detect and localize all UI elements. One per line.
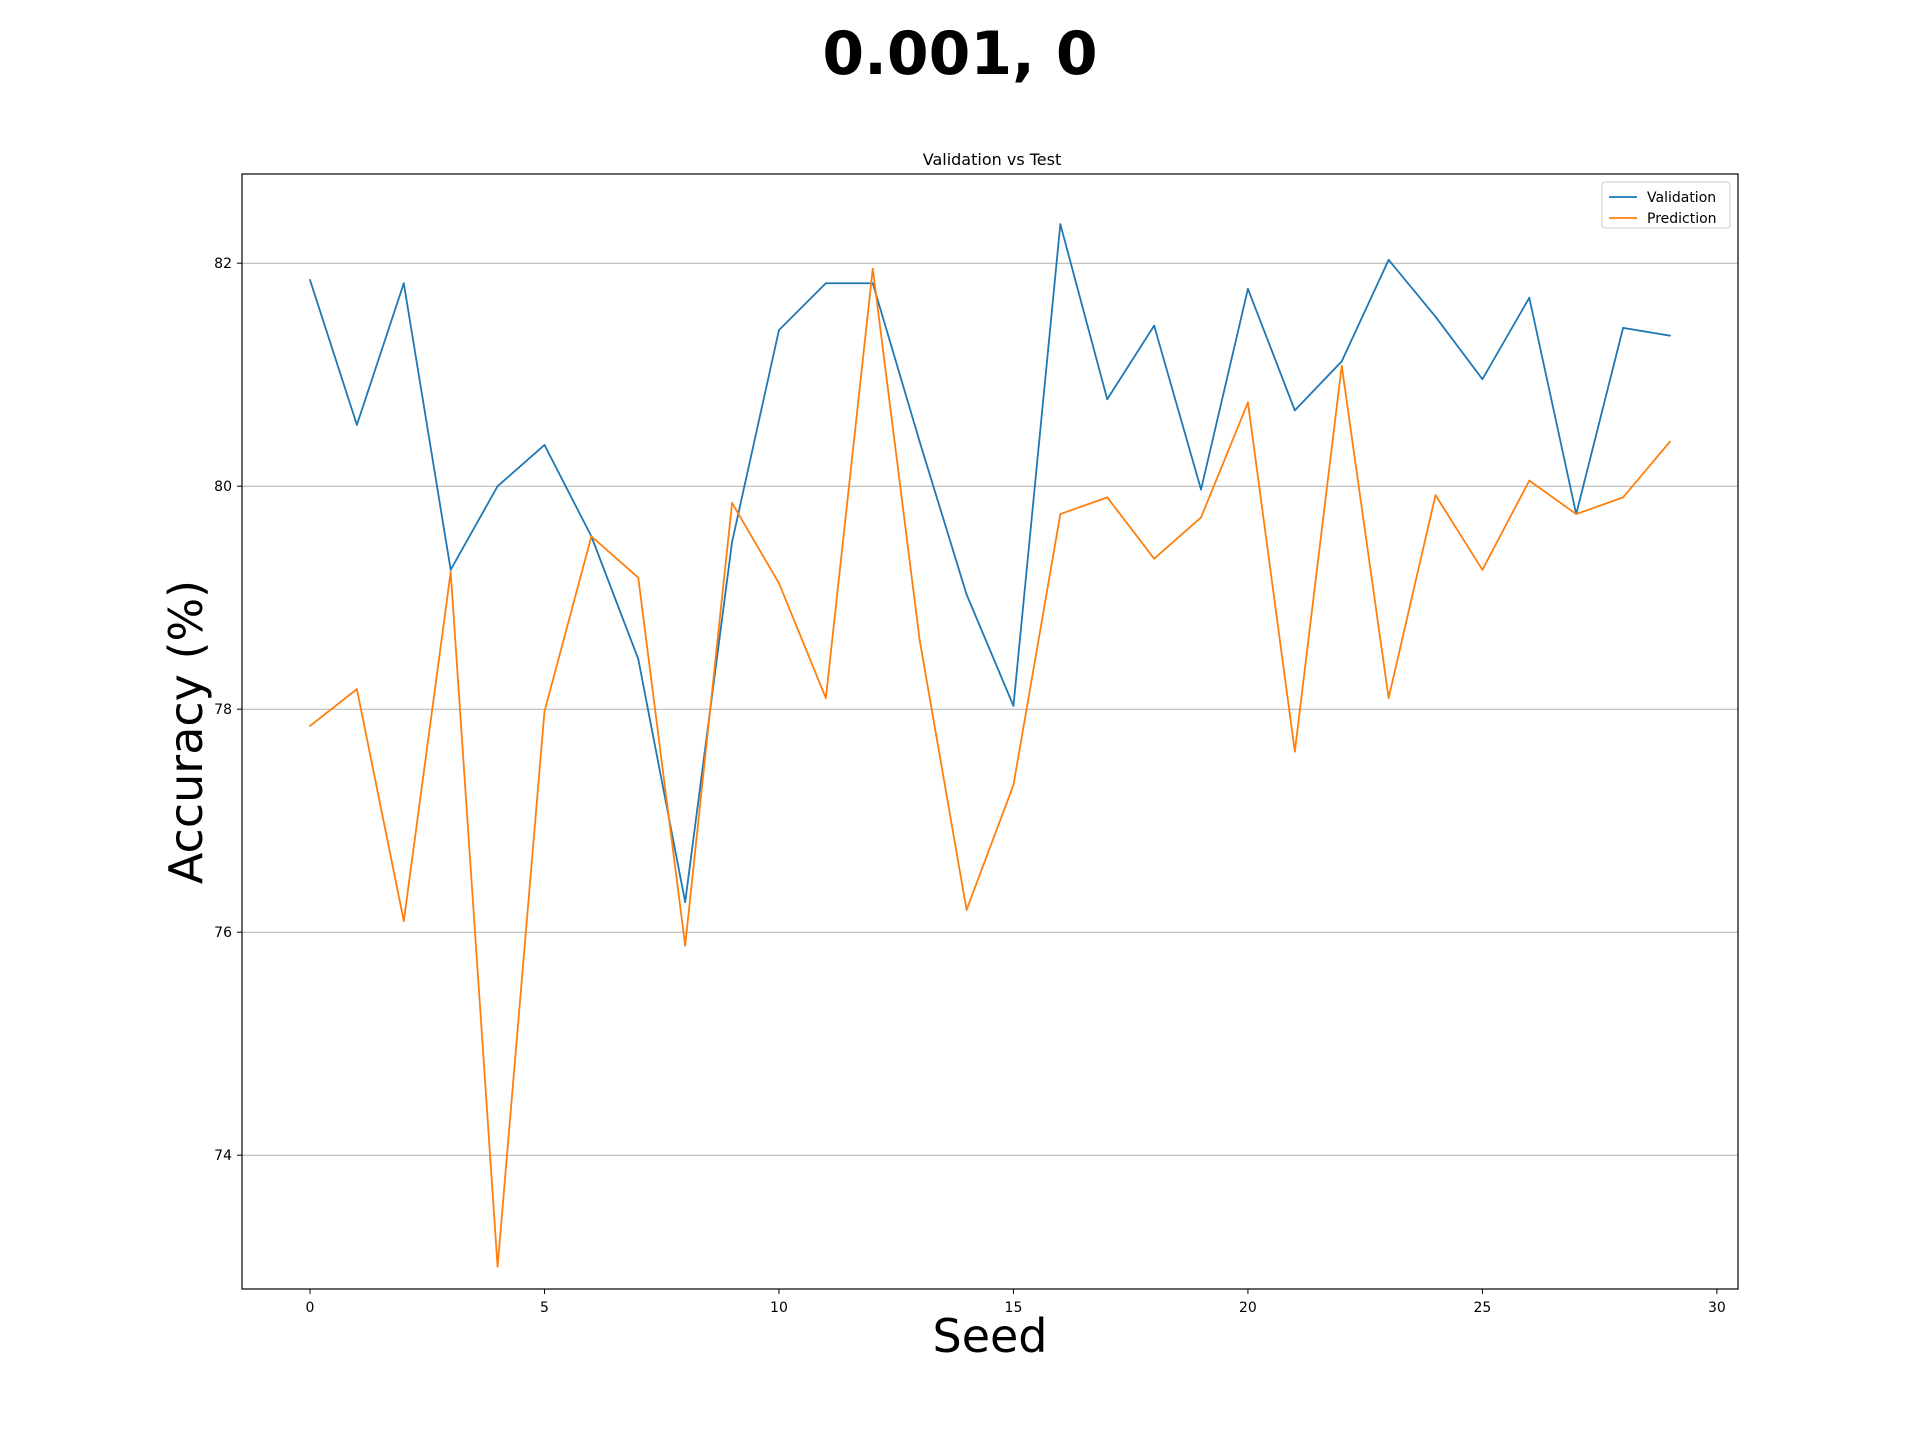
validation-point (1059, 223, 1062, 226)
prediction-point (918, 639, 921, 641)
validation-point (449, 568, 452, 571)
validation-line (309, 223, 1671, 903)
x-tick-label: 30 (1708, 1300, 1726, 1316)
y-tick-label: 82 (214, 256, 232, 272)
x-tick-label: 25 (1473, 1300, 1491, 1316)
validation-point (1481, 378, 1484, 381)
y-axis: 74 76 78 80 82 (214, 256, 242, 1164)
prediction-point (402, 920, 405, 922)
prediction-point (355, 688, 358, 691)
x-tick-label: 0 (306, 1300, 315, 1316)
validation-point (871, 282, 874, 285)
validation-point (1387, 258, 1390, 261)
validation-point (1012, 704, 1015, 707)
validation-series (309, 223, 1671, 903)
y-tick-label: 78 (214, 702, 232, 718)
legend-box (1601, 181, 1731, 229)
validation-point (824, 282, 827, 285)
validation-point (1669, 334, 1671, 337)
prediction-line (309, 267, 1671, 1268)
figure-suptitle: 0.001, 0 (822, 19, 1097, 89)
validation-point (965, 593, 968, 596)
validation-point (1200, 488, 1202, 491)
prediction-point (496, 1265, 499, 1268)
x-tick-label: 20 (1239, 1300, 1257, 1316)
validation-point (402, 282, 405, 285)
y-tick-label: 80 (214, 479, 232, 495)
validation-point (309, 279, 311, 281)
validation-point (1106, 398, 1109, 401)
prediction-point (1059, 513, 1062, 515)
prediction-point (1200, 516, 1202, 519)
validation-point (1528, 296, 1531, 299)
y-tick-label: 76 (214, 925, 232, 941)
prediction-point (1247, 401, 1249, 404)
validation-point (918, 440, 921, 443)
x-tick-label: 15 (1005, 1300, 1023, 1316)
y-axis-label: Accuracy (%) (159, 580, 213, 884)
prediction-point (1153, 557, 1156, 560)
validation-point (1293, 409, 1296, 412)
validation-point (684, 901, 687, 903)
series-layer (309, 223, 1671, 1268)
plot-frame (241, 173, 1739, 1290)
prediction-point (1622, 496, 1625, 499)
prediction-point (1481, 568, 1484, 571)
legend-label-validation: Validation (1647, 190, 1716, 206)
validation-point (778, 329, 780, 331)
prediction-point (1387, 697, 1390, 699)
x-axis-label: Seed (933, 1309, 1048, 1363)
prediction-point (1575, 513, 1578, 515)
validation-point (637, 658, 640, 660)
prediction-point (637, 576, 640, 579)
prediction-point (1340, 364, 1343, 367)
x-tick-label: 5 (540, 1300, 549, 1316)
x-tick-label: 10 (770, 1300, 788, 1316)
prediction-point (1293, 750, 1296, 753)
prediction-point (543, 710, 546, 713)
validation-point (1247, 287, 1249, 290)
grid-layer (242, 262, 1738, 1156)
prediction-point (1528, 479, 1531, 482)
legend-label-prediction: Prediction (1647, 211, 1717, 227)
prediction-point (684, 944, 687, 947)
prediction-point (1012, 784, 1015, 786)
legend: Validation Prediction (1601, 181, 1731, 229)
validation-point (1340, 360, 1343, 363)
validation-point (1622, 326, 1625, 329)
y-tick-label: 74 (214, 1148, 232, 1164)
prediction-point (449, 571, 452, 573)
validation-point (731, 541, 733, 543)
validation-point (355, 423, 358, 426)
chart-title: Validation vs Test (923, 150, 1062, 169)
prediction-point (1669, 440, 1671, 443)
prediction-point (965, 909, 968, 911)
validation-point (1153, 324, 1156, 327)
prediction-point (590, 535, 593, 538)
x-axis: 0 5 10 15 20 25 30 (306, 1289, 1726, 1316)
prediction-point (778, 582, 780, 585)
prediction-series (309, 267, 1671, 1268)
validation-point (543, 444, 546, 446)
prediction-point (309, 725, 311, 727)
validation-point (496, 485, 499, 488)
validation-point (1434, 315, 1437, 318)
prediction-point (731, 502, 733, 504)
prediction-point (871, 267, 874, 270)
prediction-point (1106, 496, 1109, 499)
prediction-point (1434, 494, 1437, 497)
prediction-point (824, 697, 827, 699)
